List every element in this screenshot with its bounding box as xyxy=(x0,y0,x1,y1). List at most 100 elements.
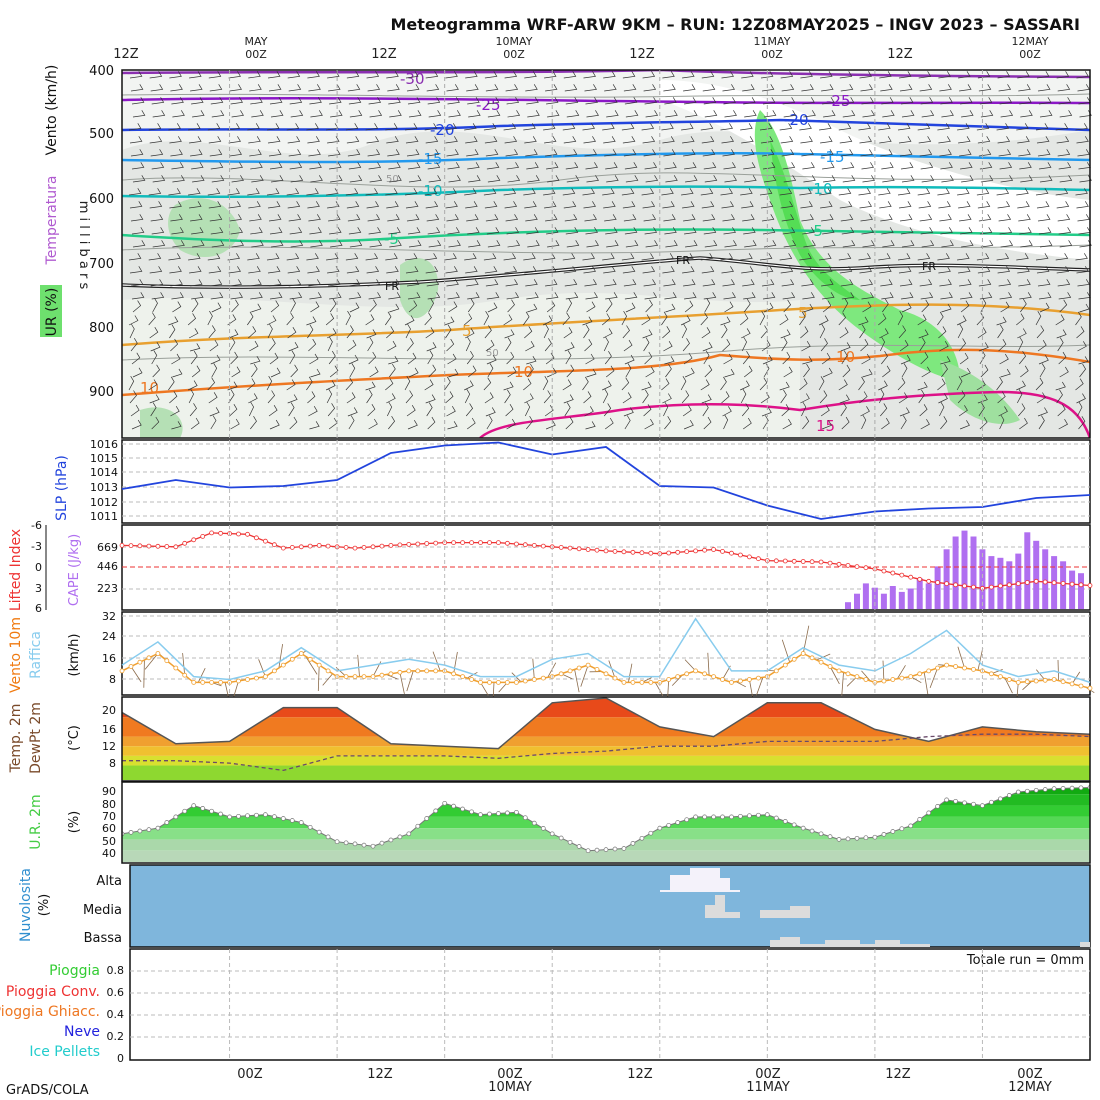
wind-barb xyxy=(899,149,913,157)
wind-barb xyxy=(722,84,735,92)
wind-barb xyxy=(448,110,461,118)
wind-barb xyxy=(1017,336,1024,352)
temp-band xyxy=(122,755,1090,766)
wind-barb xyxy=(879,136,892,144)
wind-barb xyxy=(858,376,865,391)
wind-barb xyxy=(1056,266,1070,274)
wind-barb xyxy=(171,421,182,430)
rh-point xyxy=(756,812,761,818)
wind-barb xyxy=(782,227,796,235)
wind-barb xyxy=(665,240,678,248)
wind-barb xyxy=(858,188,871,196)
wind-barb xyxy=(543,188,556,196)
wind-barb xyxy=(919,279,933,287)
wind-barb xyxy=(211,240,225,248)
wind-barb xyxy=(820,136,833,144)
wind-barb xyxy=(899,340,909,352)
li-point xyxy=(137,543,143,549)
li-point xyxy=(307,543,313,549)
wind-barb xyxy=(760,266,774,274)
wind-barb xyxy=(1056,71,1070,79)
rh-point xyxy=(872,834,878,840)
wind-barb xyxy=(840,279,854,287)
wind-barb xyxy=(545,420,556,430)
li-point xyxy=(1051,580,1057,586)
wind-arrow xyxy=(654,682,664,696)
wind-barb xyxy=(1035,311,1042,326)
pressure-tick: 800 xyxy=(89,321,114,336)
wind-barb xyxy=(960,162,973,170)
wind-barb xyxy=(999,414,1005,430)
wind-barb xyxy=(171,292,184,300)
wind-barb xyxy=(565,416,574,430)
cloud-levels: Alta Media Bassa xyxy=(83,874,122,946)
wind-barb xyxy=(996,253,1010,261)
slp-axis: 1016 1015 1014 1013 1012 1011 xyxy=(90,438,118,523)
wind-barb xyxy=(483,123,497,131)
wind-barb xyxy=(209,339,219,352)
contour-label: FR xyxy=(676,254,690,267)
wind-arrow xyxy=(756,677,764,696)
rh-point xyxy=(406,831,412,837)
pressure-tick: 900 xyxy=(89,385,114,400)
wind-barb xyxy=(822,227,835,235)
wind-barb xyxy=(130,279,144,287)
wind-barb xyxy=(979,292,993,300)
wind-barb xyxy=(682,201,695,209)
li-point xyxy=(621,549,627,555)
wind-point xyxy=(182,672,188,678)
chart-title: Meteogramma WRF-ARW 9KM – RUN: 12Z08MAY2… xyxy=(390,15,1080,34)
wind-barb xyxy=(662,201,675,209)
wind-barb xyxy=(266,315,277,326)
wind-barb xyxy=(701,394,712,404)
pressure-tick: 500 xyxy=(89,127,114,142)
wind-barb xyxy=(266,123,280,131)
wind-barb xyxy=(664,356,675,365)
wind-barb xyxy=(505,404,514,417)
wind-barb xyxy=(959,214,972,222)
wind-barb xyxy=(585,162,598,170)
wind-point xyxy=(245,677,250,682)
legend-pioggia: Pioggia xyxy=(49,963,100,979)
wind-barb xyxy=(562,379,572,391)
wind-barb xyxy=(604,84,617,92)
wind-barb xyxy=(348,227,362,235)
wind-barb xyxy=(602,123,615,131)
wind-barb xyxy=(821,214,834,222)
wind-barb xyxy=(369,175,383,183)
wind-barb xyxy=(721,266,734,274)
wind-barb xyxy=(1038,292,1052,300)
wind-barb xyxy=(623,407,634,417)
wind-barb xyxy=(349,302,360,313)
cape-bar xyxy=(898,591,905,609)
wind-barb xyxy=(487,302,498,313)
wind-point xyxy=(200,680,206,685)
cape-label: CAPE (J/kg) xyxy=(67,534,82,606)
wind-barb xyxy=(447,97,460,105)
wind-point xyxy=(773,668,779,674)
wind-point xyxy=(639,680,645,685)
wind-barb xyxy=(937,311,944,326)
li-point xyxy=(469,540,475,545)
wind-barb xyxy=(918,136,932,144)
wind-barb xyxy=(427,227,441,235)
wind-arrow xyxy=(1057,659,1059,681)
wind-barb xyxy=(132,175,146,183)
dewpt-label: DewPt 2m xyxy=(28,702,44,774)
wind-barb xyxy=(720,188,733,196)
wind-barb xyxy=(368,227,382,235)
wind-barb xyxy=(129,71,143,79)
wind-barb xyxy=(523,311,530,326)
wind-barb xyxy=(129,323,135,339)
wind-barb xyxy=(586,110,599,118)
wind-barb xyxy=(308,84,321,92)
wind-barb xyxy=(307,266,320,274)
wind-point xyxy=(944,662,949,668)
wind-barb xyxy=(132,367,143,378)
wind-barb xyxy=(349,110,363,118)
wind-barb xyxy=(270,175,284,183)
wind-barb xyxy=(426,342,437,352)
wind-barb xyxy=(701,266,715,274)
wind-barb xyxy=(231,299,239,313)
rh-point xyxy=(531,820,537,826)
